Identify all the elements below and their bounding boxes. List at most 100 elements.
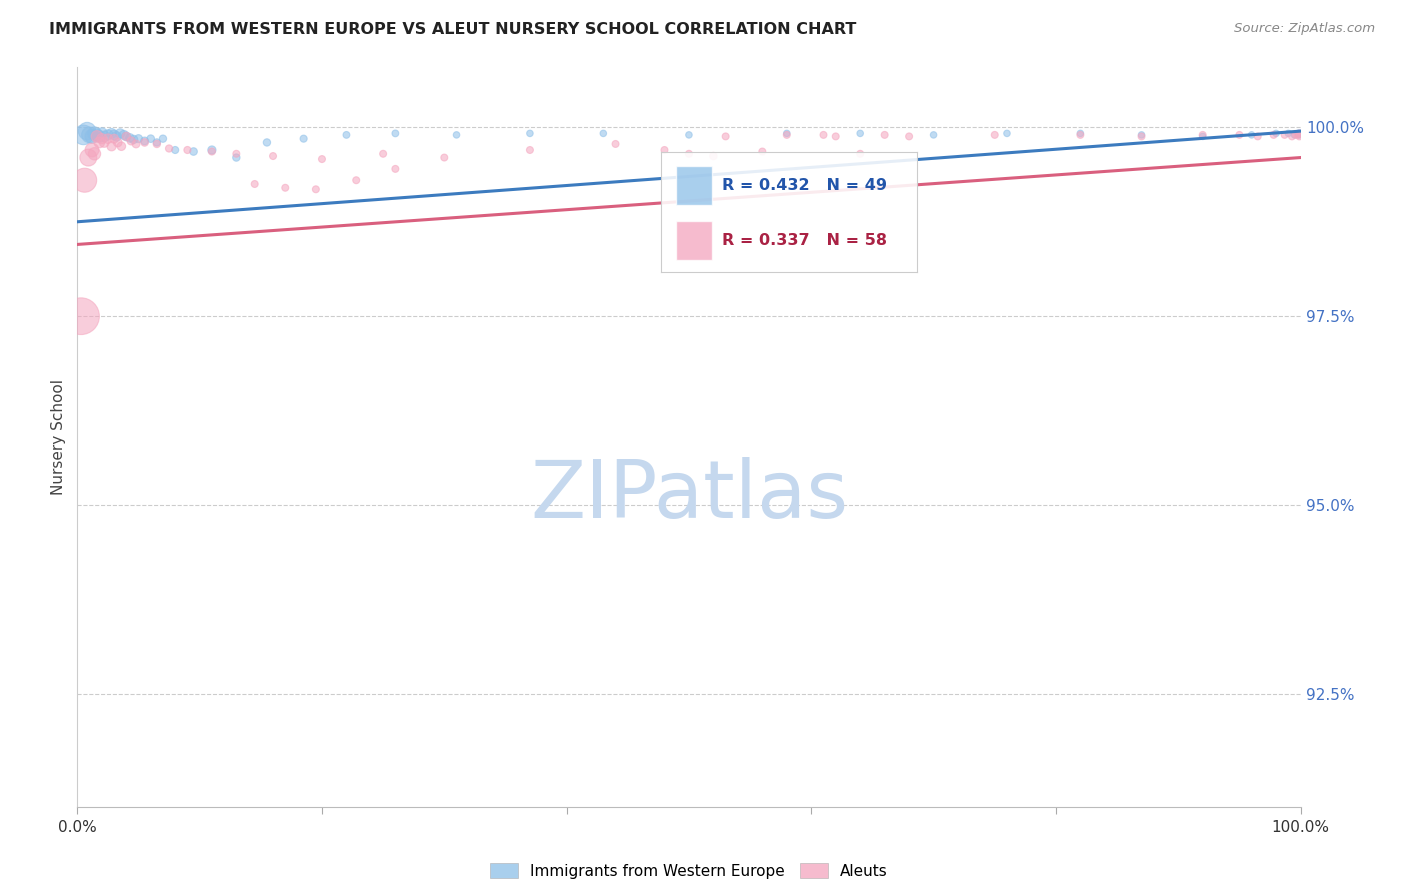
- Point: [824, 129, 846, 144]
- Point: [90, 127, 112, 141]
- Point: [898, 129, 921, 144]
- Point: [120, 134, 142, 148]
- Point: [1191, 128, 1213, 142]
- Point: [1288, 128, 1310, 142]
- Point: [243, 177, 266, 191]
- Point: [751, 145, 773, 159]
- Point: [108, 127, 131, 141]
- Point: [83, 146, 105, 161]
- Point: [1285, 128, 1308, 142]
- Point: [1288, 127, 1310, 141]
- Point: [1069, 127, 1091, 141]
- Point: [1288, 127, 1310, 141]
- Point: [100, 139, 122, 153]
- Point: [274, 181, 297, 195]
- Point: [776, 127, 799, 141]
- Point: [79, 128, 101, 142]
- Point: [70, 309, 93, 323]
- Point: [83, 127, 105, 141]
- Point: [80, 129, 103, 144]
- Point: [201, 145, 224, 159]
- Y-axis label: Nursery School: Nursery School: [51, 379, 66, 495]
- Point: [1281, 129, 1303, 144]
- Point: [305, 182, 328, 196]
- Text: Source: ZipAtlas.com: Source: ZipAtlas.com: [1234, 22, 1375, 36]
- Point: [1286, 127, 1309, 141]
- Point: [1263, 128, 1285, 142]
- Point: [776, 128, 799, 142]
- Point: [384, 127, 406, 141]
- Point: [714, 129, 737, 144]
- Point: [519, 143, 541, 157]
- Point: [146, 136, 169, 150]
- Point: [107, 136, 129, 150]
- Point: [152, 131, 174, 145]
- Point: [592, 127, 614, 141]
- Point: [1288, 129, 1310, 144]
- Point: [654, 143, 676, 157]
- Point: [873, 128, 896, 142]
- Point: [100, 127, 122, 141]
- Point: [77, 151, 100, 165]
- Point: [125, 136, 148, 151]
- Point: [1130, 128, 1153, 142]
- Text: IMMIGRANTS FROM WESTERN EUROPE VS ALEUT NURSERY SCHOOL CORRELATION CHART: IMMIGRANTS FROM WESTERN EUROPE VS ALEUT …: [49, 22, 856, 37]
- Point: [1286, 128, 1309, 142]
- Point: [72, 128, 94, 142]
- Point: [1069, 128, 1091, 142]
- Point: [157, 141, 180, 155]
- Point: [849, 146, 872, 161]
- Point: [1240, 128, 1263, 142]
- Point: [80, 143, 103, 157]
- Point: [605, 136, 627, 151]
- Point: [335, 128, 357, 142]
- Point: [1277, 127, 1299, 141]
- Point: [134, 136, 156, 150]
- Point: [139, 131, 162, 145]
- Point: [849, 127, 872, 141]
- Point: [225, 146, 247, 161]
- Point: [678, 128, 700, 142]
- Point: [93, 136, 115, 150]
- Point: [519, 127, 541, 141]
- Point: [89, 136, 111, 150]
- Point: [86, 128, 108, 142]
- Point: [165, 143, 187, 157]
- Point: [93, 129, 115, 144]
- Point: [433, 151, 456, 165]
- Legend: Immigrants from Western Europe, Aleuts: Immigrants from Western Europe, Aleuts: [484, 856, 894, 885]
- Point: [984, 128, 1007, 142]
- Point: [112, 128, 135, 142]
- Point: [127, 131, 149, 145]
- Point: [134, 134, 156, 148]
- Point: [1247, 129, 1270, 144]
- Point: [446, 128, 468, 142]
- Point: [103, 131, 125, 145]
- Point: [1284, 128, 1306, 142]
- Point: [813, 128, 835, 142]
- Point: [89, 129, 111, 144]
- Point: [225, 151, 247, 165]
- Point: [86, 129, 108, 144]
- Point: [90, 131, 112, 145]
- Text: R = 0.432   N = 49: R = 0.432 N = 49: [723, 178, 887, 193]
- Point: [1229, 128, 1251, 142]
- Point: [371, 146, 394, 161]
- Point: [344, 173, 367, 187]
- Point: [311, 152, 333, 166]
- Point: [97, 131, 120, 145]
- Point: [146, 136, 169, 151]
- Point: [110, 139, 132, 153]
- Point: [73, 173, 96, 187]
- Point: [702, 149, 724, 163]
- Point: [678, 146, 700, 161]
- Point: [1274, 128, 1296, 142]
- Point: [103, 128, 125, 142]
- Point: [262, 149, 284, 163]
- Text: R = 0.337   N = 58: R = 0.337 N = 58: [723, 233, 887, 248]
- Point: [1265, 127, 1288, 141]
- Point: [1130, 129, 1153, 144]
- FancyBboxPatch shape: [676, 166, 711, 204]
- Point: [384, 161, 406, 176]
- FancyBboxPatch shape: [676, 221, 711, 260]
